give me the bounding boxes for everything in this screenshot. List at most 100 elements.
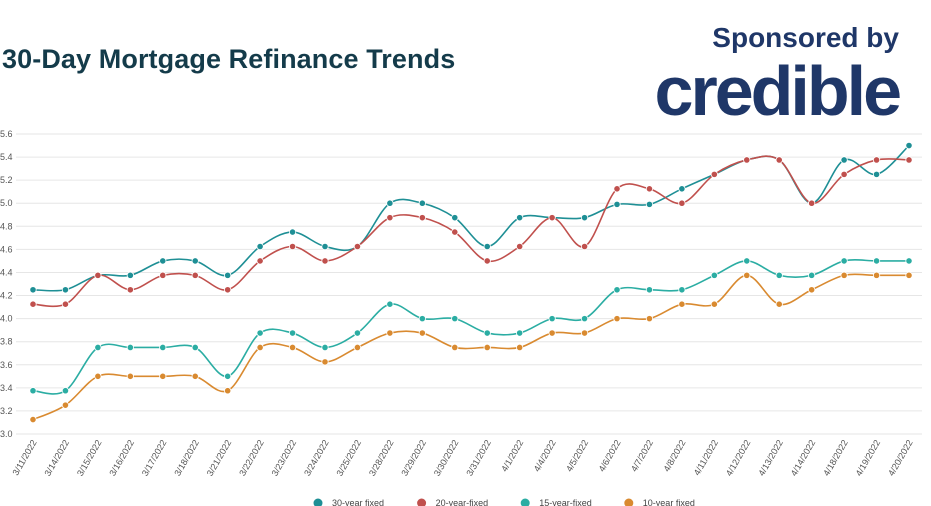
data-point[interactable]	[61, 401, 70, 409]
legend-item[interactable]: 20-year-fixed	[417, 498, 488, 506]
data-point[interactable]	[613, 315, 621, 323]
data-point[interactable]	[321, 343, 329, 352]
data-point[interactable]	[288, 343, 297, 352]
data-point[interactable]	[321, 242, 329, 251]
data-point[interactable]	[808, 271, 816, 279]
data-point[interactable]	[386, 329, 394, 337]
data-point[interactable]	[126, 343, 134, 352]
data-point[interactable]	[840, 271, 848, 279]
data-point[interactable]	[678, 199, 686, 207]
data-point[interactable]	[483, 257, 491, 265]
data-point[interactable]	[191, 343, 199, 352]
data-point[interactable]	[418, 199, 426, 207]
data-point[interactable]	[710, 271, 718, 279]
data-point[interactable]	[29, 415, 37, 424]
data-point[interactable]	[29, 300, 37, 308]
data-point[interactable]	[451, 214, 459, 222]
data-point[interactable]	[580, 329, 589, 337]
data-point[interactable]	[353, 343, 362, 352]
data-point[interactable]	[678, 286, 686, 294]
data-point[interactable]	[126, 286, 134, 294]
data-point[interactable]	[905, 141, 913, 150]
data-point[interactable]	[386, 199, 394, 207]
data-point[interactable]	[905, 257, 913, 265]
data-point[interactable]	[645, 200, 654, 208]
data-point[interactable]	[775, 156, 783, 164]
data-point[interactable]	[61, 387, 70, 395]
legend[interactable]: 30-year fixed 20-year-fixed 15-year-fixed 1…	[313, 498, 695, 506]
legend-item[interactable]: 10-year fixed	[624, 498, 695, 506]
data-point[interactable]	[224, 271, 232, 279]
data-point[interactable]	[743, 257, 751, 265]
data-point[interactable]	[905, 156, 913, 164]
data-point[interactable]	[288, 242, 297, 251]
data-point[interactable]	[159, 372, 167, 380]
data-point[interactable]	[483, 343, 491, 352]
data-point[interactable]	[94, 372, 102, 380]
data-point[interactable]	[126, 372, 134, 380]
data-point[interactable]	[840, 156, 848, 164]
data-point[interactable]	[645, 315, 654, 323]
data-point[interactable]	[126, 271, 134, 279]
data-point[interactable]	[710, 170, 718, 178]
data-point[interactable]	[451, 343, 459, 352]
data-point[interactable]	[483, 242, 491, 251]
data-point[interactable]	[905, 271, 913, 279]
data-point[interactable]	[159, 257, 167, 265]
data-point[interactable]	[256, 343, 264, 352]
data-point[interactable]	[743, 271, 751, 279]
data-point[interactable]	[256, 242, 264, 251]
data-point[interactable]	[321, 257, 329, 265]
data-point[interactable]	[61, 300, 70, 308]
data-point[interactable]	[288, 329, 297, 337]
legend-item[interactable]: 15-year-fixed	[520, 498, 592, 506]
data-point[interactable]	[872, 257, 881, 265]
data-point[interactable]	[191, 372, 199, 380]
data-point[interactable]	[580, 315, 589, 323]
data-point[interactable]	[321, 358, 329, 366]
data-point[interactable]	[840, 257, 848, 265]
data-point[interactable]	[224, 286, 232, 294]
data-point[interactable]	[872, 170, 881, 178]
data-point[interactable]	[159, 343, 167, 352]
data-point[interactable]	[548, 315, 556, 323]
data-point[interactable]	[256, 257, 264, 265]
data-point[interactable]	[613, 185, 621, 193]
legend-item[interactable]: 30-year fixed	[313, 498, 385, 506]
data-point[interactable]	[516, 329, 524, 337]
data-point[interactable]	[678, 185, 686, 193]
data-point[interactable]	[224, 372, 232, 380]
data-point[interactable]	[386, 214, 394, 222]
data-point[interactable]	[743, 156, 751, 164]
brand-logo[interactable]: credible	[654, 52, 902, 130]
data-point[interactable]	[840, 170, 848, 178]
data-point[interactable]	[775, 300, 783, 308]
data-point[interactable]	[451, 228, 459, 236]
data-point[interactable]	[710, 300, 718, 308]
data-point[interactable]	[645, 185, 654, 193]
data-point[interactable]	[224, 387, 232, 395]
data-point[interactable]	[418, 329, 426, 337]
data-point[interactable]	[645, 286, 654, 294]
data-point[interactable]	[29, 286, 37, 294]
data-point[interactable]	[418, 315, 426, 323]
data-point[interactable]	[613, 200, 621, 208]
data-point[interactable]	[516, 214, 524, 222]
data-point[interactable]	[418, 214, 426, 222]
data-point[interactable]	[288, 228, 297, 236]
data-point[interactable]	[451, 315, 459, 323]
data-point[interactable]	[580, 214, 589, 222]
data-point[interactable]	[61, 286, 70, 294]
data-point[interactable]	[353, 329, 362, 337]
data-point[interactable]	[613, 286, 621, 294]
data-point[interactable]	[353, 242, 362, 251]
data-point[interactable]	[516, 242, 524, 251]
data-point[interactable]	[386, 300, 394, 308]
data-point[interactable]	[191, 257, 199, 265]
data-point[interactable]	[29, 387, 37, 395]
data-point[interactable]	[548, 329, 556, 337]
data-point[interactable]	[548, 214, 556, 222]
data-point[interactable]	[808, 199, 816, 207]
data-point[interactable]	[678, 300, 686, 308]
data-point[interactable]	[872, 271, 881, 279]
